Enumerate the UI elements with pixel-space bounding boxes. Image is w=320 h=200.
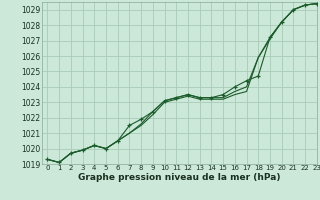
X-axis label: Graphe pression niveau de la mer (hPa): Graphe pression niveau de la mer (hPa) <box>78 173 280 182</box>
